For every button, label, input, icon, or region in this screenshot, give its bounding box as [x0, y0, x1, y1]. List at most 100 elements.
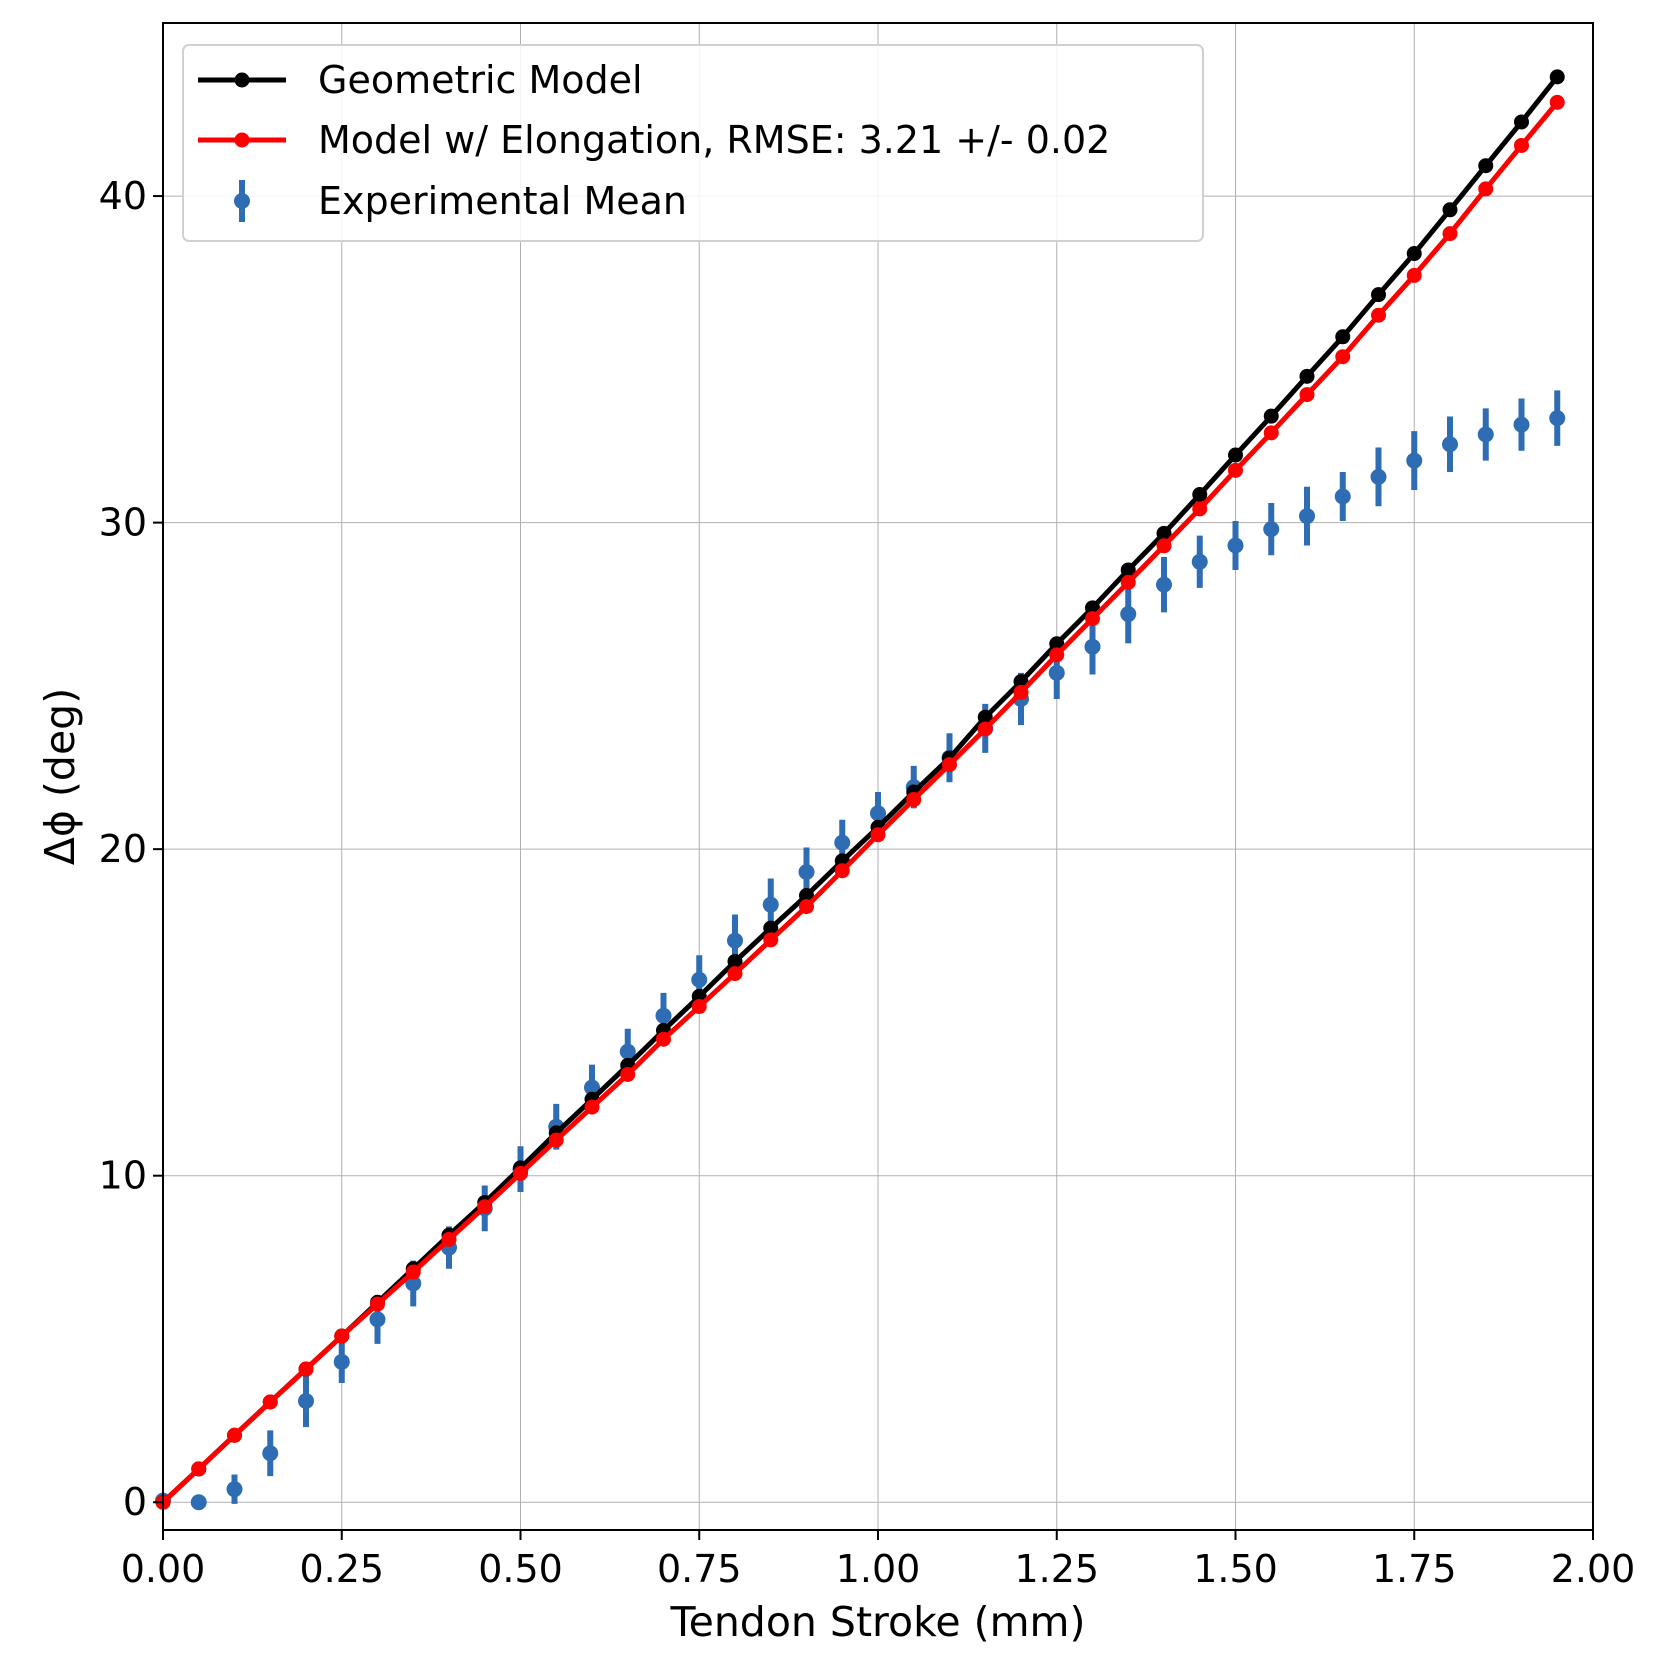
data-point	[1549, 410, 1566, 427]
legend: Geometric Model Model w/ Elongation, RMSE…	[182, 44, 1204, 242]
x-tick-label: 1.50	[1193, 1547, 1278, 1591]
data-point	[762, 896, 779, 913]
data-point	[656, 1031, 671, 1047]
data-point	[334, 1328, 350, 1344]
data-point	[1406, 267, 1422, 283]
data-point	[1335, 329, 1351, 345]
x-tick-label: 0.50	[478, 1547, 563, 1591]
x-tick-label: 1.75	[1372, 1547, 1457, 1591]
legend-label: Model w/ Elongation, RMSE: 3.21 +/- 0.02	[318, 118, 1110, 162]
x-tick-label: 2.00	[1551, 1547, 1636, 1591]
data-point	[1371, 307, 1386, 323]
data-point	[584, 1099, 600, 1115]
data-point	[1478, 181, 1494, 197]
data-point	[942, 757, 957, 773]
x-tick-label: 0.25	[299, 1547, 384, 1591]
data-point	[1299, 368, 1315, 384]
data-point	[1549, 69, 1565, 85]
data-point	[1120, 574, 1136, 590]
data-point	[191, 1461, 207, 1477]
data-point	[1263, 521, 1280, 538]
data-point	[1406, 452, 1423, 469]
legend-label: Geometric Model	[318, 58, 643, 102]
x-tick-label: 0.00	[121, 1547, 206, 1591]
data-point	[1228, 462, 1243, 478]
data-point	[1442, 436, 1458, 453]
axis-ticks: 0.00 0.25 0.50 0.75 1.00 1.25 1.50 1.75 2.00 0 10 2…	[99, 174, 1636, 1591]
series-line	[161, 75, 1560, 1505]
data-point	[227, 1427, 242, 1443]
data-point	[548, 1132, 564, 1148]
y-tick-label: 20	[99, 827, 147, 871]
data-point	[619, 1043, 636, 1060]
data-point	[333, 1353, 350, 1370]
data-point	[1048, 664, 1065, 681]
data-point	[1049, 647, 1065, 663]
data-point	[1263, 408, 1279, 424]
data-point	[262, 1394, 278, 1410]
data-point	[691, 971, 708, 988]
series-geometric-model	[155, 69, 1565, 1510]
x-tick-label: 1.00	[836, 1547, 921, 1591]
data-point	[477, 1199, 493, 1215]
x-axis-label: Tendon Stroke (mm)	[670, 1598, 1086, 1646]
data-point	[1334, 488, 1351, 505]
y-tick-label: 40	[99, 174, 147, 218]
data-point	[1228, 447, 1243, 463]
data-point	[1370, 468, 1387, 485]
data-point	[763, 932, 779, 948]
y-tick-label: 0	[123, 1480, 147, 1524]
data-point	[834, 834, 851, 851]
data-point	[298, 1393, 314, 1410]
data-point	[1442, 226, 1458, 242]
data-point	[1013, 684, 1029, 700]
data-point	[513, 1165, 528, 1181]
data-point	[1406, 246, 1422, 262]
data-point	[870, 827, 886, 843]
data-point	[369, 1311, 386, 1328]
data-point	[727, 932, 743, 949]
y-axis-label: Δϕ (deg)	[36, 688, 84, 865]
data-point	[1299, 387, 1315, 403]
y-tick-label: 30	[99, 501, 147, 545]
data-point	[798, 864, 815, 881]
data-point	[441, 1231, 457, 1247]
data-point	[977, 709, 993, 725]
data-point	[1191, 553, 1208, 570]
data-point	[1514, 137, 1529, 153]
data-point	[1084, 638, 1101, 655]
data-point	[727, 966, 743, 982]
data-point	[405, 1275, 422, 1292]
data-point	[799, 888, 814, 904]
legend-marker	[234, 72, 250, 88]
data-point	[226, 1481, 243, 1498]
data-point	[1156, 576, 1172, 593]
data-point	[1192, 487, 1208, 503]
data-point	[1513, 416, 1530, 433]
data-point	[405, 1264, 421, 1280]
data-point	[763, 920, 779, 936]
data-point	[1227, 537, 1244, 554]
series-model-w-elongation	[155, 94, 1565, 1510]
data-point	[1335, 349, 1351, 365]
legend-frame	[182, 44, 1204, 242]
data-point	[977, 721, 993, 737]
data-point	[1442, 202, 1458, 218]
data-point	[1156, 538, 1172, 554]
x-tick-label: 0.75	[657, 1547, 742, 1591]
series-line	[161, 100, 1560, 1505]
data-point	[1120, 562, 1136, 578]
series-experimental-mean	[155, 390, 1566, 1511]
data-point	[691, 999, 707, 1015]
plot-series	[155, 69, 1566, 1511]
data-point	[620, 1066, 636, 1082]
data-point	[655, 1007, 672, 1024]
data-point	[727, 953, 743, 969]
data-point	[370, 1296, 385, 1312]
data-point	[1263, 425, 1279, 441]
data-point	[1371, 287, 1386, 303]
data-point	[190, 1494, 207, 1511]
data-point	[1477, 426, 1494, 443]
legend-label: Experimental Mean	[318, 179, 687, 223]
